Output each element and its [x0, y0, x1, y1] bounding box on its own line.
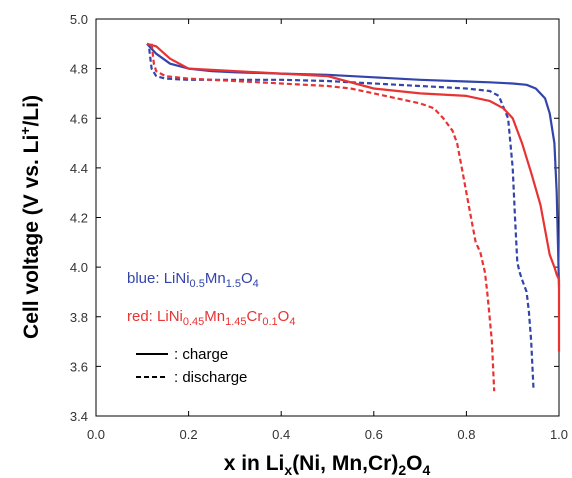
x-axis-ticks: 0.0 0.2 0.4 0.6 0.8 1.0 — [87, 19, 568, 442]
series-line-2 — [148, 48, 535, 389]
y-tick-label: 3.6 — [70, 359, 88, 374]
y-tick-label: 4.4 — [70, 161, 88, 176]
y-tick-label: 3.8 — [70, 310, 88, 325]
x-tick-label: 0.8 — [457, 427, 475, 442]
legend-blue: blue: LiNi0.5Mn1.5O4 — [127, 270, 259, 290]
x-tick-label: 0.0 — [87, 427, 105, 442]
series-line-3 — [146, 42, 561, 352]
y-axis-ticks: 3.4 3.6 3.8 4.0 4.2 4.4 4.6 4.8 5.0 — [70, 12, 559, 424]
x-tick-label: 0.4 — [272, 427, 290, 442]
charge-key-label: : charge — [174, 346, 228, 363]
discharge-key-label: : discharge — [174, 369, 247, 386]
y-tick-label: 4.6 — [70, 111, 88, 126]
y-tick-label: 5.0 — [70, 12, 88, 27]
x-axis-title: x in Lix(Ni, Mn,Cr)2O4 — [224, 452, 431, 478]
y-tick-label: 4.8 — [70, 62, 88, 77]
y-tick-label: 4.0 — [70, 260, 88, 275]
y-axis-title: Cell voltage (V vs. Li+/Li) — [17, 95, 43, 339]
legend: blue: LiNi0.5Mn1.5O4 red: LiNi0.45Mn1.45… — [127, 270, 295, 386]
x-tick-label: 0.6 — [365, 427, 383, 442]
y-tick-label: 3.4 — [70, 409, 88, 424]
series-line-4 — [150, 43, 496, 392]
x-tick-label: 0.2 — [180, 427, 198, 442]
legend-red: red: LiNi0.45Mn1.45Cr0.1O4 — [127, 308, 295, 328]
plot-frame — [95, 18, 560, 417]
x-tick-label: 1.0 — [550, 427, 568, 442]
series-layer — [146, 42, 561, 392]
y-tick-label: 4.2 — [70, 211, 88, 226]
